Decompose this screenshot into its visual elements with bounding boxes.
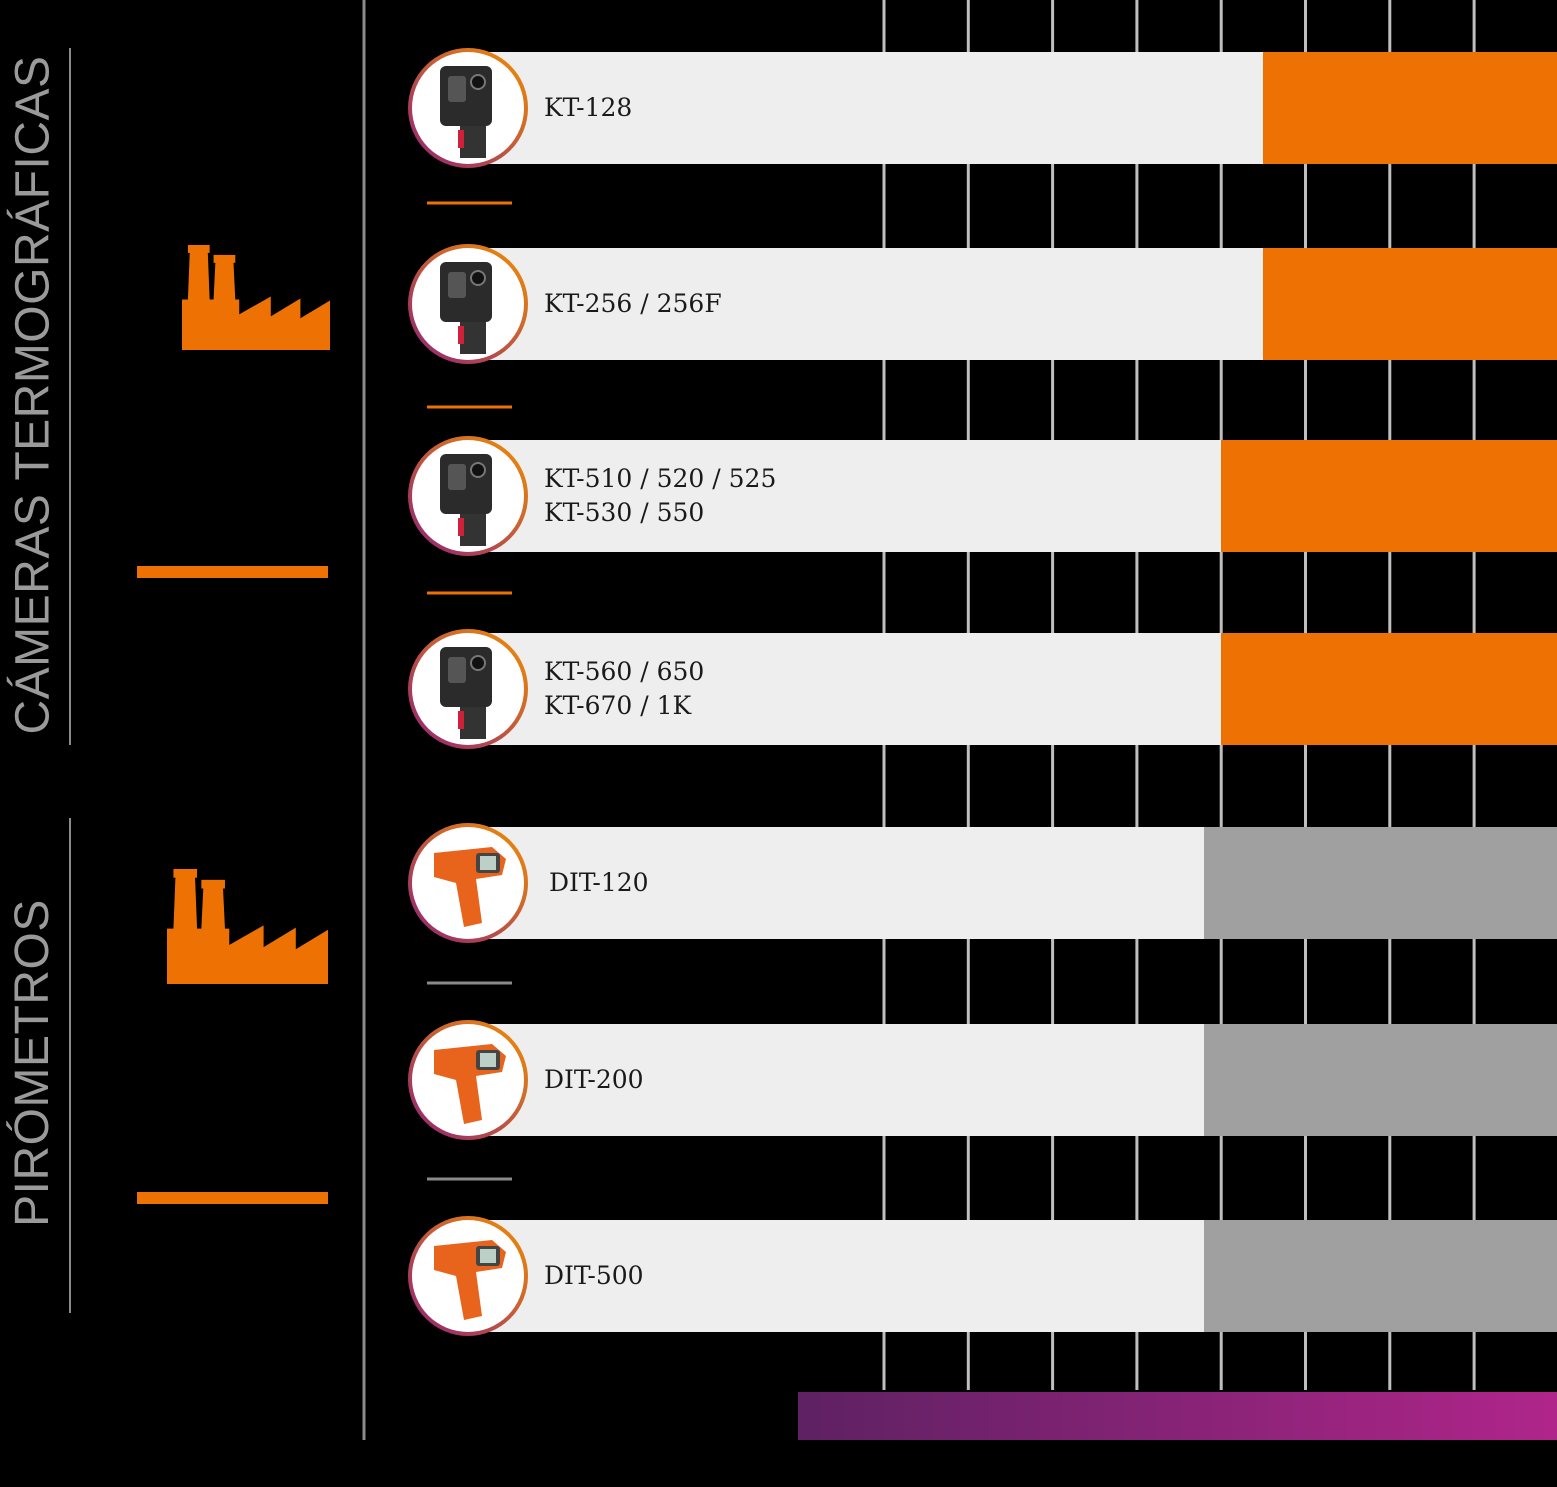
category-label: DIT-200 [544,1063,644,1097]
thermal-camera-icon [440,454,492,546]
category-label-line: KT-256 / 256F [544,289,722,318]
range-bar [1204,1024,1557,1136]
category-label-line: KT-670 / 1K [544,691,692,720]
label-panel [468,52,1263,164]
category-label-line: DIT-120 [549,868,649,897]
category-label: KT-256 / 256F [544,287,722,321]
factory-icon [167,869,328,984]
category-label: DIT-120 [549,866,649,900]
label-panel [468,1220,1204,1332]
pyrometer-icon [434,1044,506,1124]
category-label: KT-510 / 520 / 525 KT-530 / 550 [544,462,776,530]
label-panel [468,1024,1204,1136]
section-accent-bar-0 [137,566,328,578]
factory-icon [182,245,330,350]
thermal-camera-icon [440,262,492,354]
category-label: KT-128 [544,91,632,125]
section-title-pyrometers: PIRÓMETROS [5,899,59,1227]
scale-gradient-band [798,1392,1557,1440]
range-bar [1204,1220,1557,1332]
thermal-camera-icon [440,647,492,739]
range-bar [1263,52,1557,164]
category-label-line: KT-530 / 550 [544,498,705,527]
category-label: KT-560 / 650 KT-670 / 1K [544,655,704,723]
section-accent-bar-1 [137,1192,328,1204]
pyrometer-icon [434,1240,506,1320]
label-panel [468,633,1221,745]
category-label-line: DIT-500 [544,1261,644,1290]
category-label: DIT-500 [544,1259,644,1293]
thermal-camera-icon [440,66,492,158]
range-bar [1221,633,1557,745]
range-bar [1221,440,1557,552]
category-label-line: KT-560 / 650 [544,657,705,686]
label-panel [468,440,1221,552]
category-label-line: KT-128 [544,93,633,122]
pyrometer-icon [434,847,506,927]
label-panel [468,248,1263,360]
section-title-thermal-cameras: CÁMERAS TERMOGRÁFICAS [6,55,60,735]
range-bar [1204,827,1557,939]
label-panel [468,827,1204,939]
range-bar [1263,248,1557,360]
category-label-line: DIT-200 [544,1065,644,1094]
category-label-line: KT-510 / 520 / 525 [544,464,777,493]
